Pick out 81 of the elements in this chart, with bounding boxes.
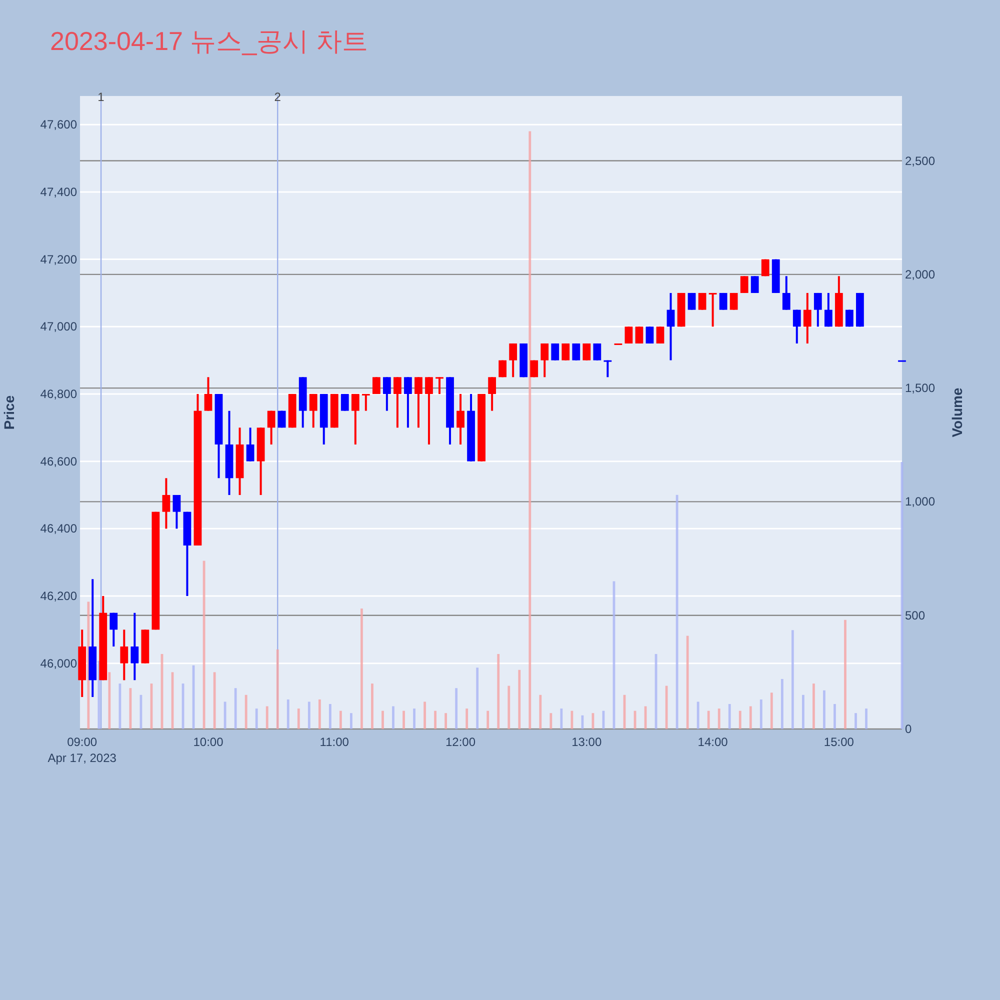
- x-tick-label: 15:00: [824, 735, 854, 749]
- bar: [728, 704, 731, 729]
- bar: [392, 706, 394, 729]
- bar: [318, 699, 321, 729]
- bar: [244, 694, 248, 729]
- bar: [382, 710, 384, 729]
- bar: [328, 704, 332, 729]
- bar: [276, 649, 279, 729]
- y2-tick-label: 1,500: [905, 381, 936, 396]
- bar: [424, 702, 426, 729]
- bar: [570, 710, 574, 729]
- bar: [286, 699, 290, 729]
- bar: [108, 672, 111, 729]
- bar: [402, 710, 405, 729]
- x-tick-label: 11:00: [320, 735, 350, 749]
- bar: [266, 706, 268, 729]
- bar: [812, 684, 815, 729]
- y-tick-label: 46,400: [40, 522, 78, 536]
- chart-title: 2023-04-17 뉴스_공시 차트: [50, 26, 368, 56]
- bar: [676, 494, 678, 729]
- bar: [844, 620, 846, 729]
- y-axis-title: Price: [1, 395, 17, 430]
- bar: [686, 636, 689, 729]
- bar: [413, 708, 416, 729]
- bar: [749, 706, 752, 729]
- bar: [560, 708, 563, 729]
- bar: [350, 713, 352, 729]
- bar: [297, 708, 300, 729]
- ref-line-label: 2: [274, 90, 282, 104]
- bar: [497, 654, 500, 729]
- x-tick-label: 09:00 Apr 17, 2023: [48, 735, 117, 765]
- bar: [760, 699, 762, 729]
- bar: [854, 713, 857, 729]
- bar: [780, 678, 784, 729]
- y-tick-label: 46,200: [40, 589, 78, 604]
- bar: [339, 710, 342, 729]
- y-tick-label: 46,600: [40, 454, 78, 468]
- x-tick-label: 12:00: [446, 735, 476, 749]
- bar: [466, 708, 468, 729]
- y2-axis-title: Volume: [949, 388, 965, 438]
- bar: [550, 713, 552, 729]
- x-tick-label: 14:00: [698, 735, 728, 749]
- bar: [308, 702, 310, 729]
- bar: [770, 692, 773, 729]
- bar: [255, 708, 258, 729]
- x-tick-label: 10:00: [193, 735, 224, 749]
- bar: [791, 630, 794, 729]
- bar: [434, 710, 436, 729]
- y2-tick-label: 2,500: [905, 154, 936, 168]
- x-tick-label: 13:00: [572, 735, 602, 749]
- bar: [696, 702, 700, 729]
- y-tick-label: 47,400: [40, 184, 78, 199]
- bar: [486, 710, 490, 729]
- bar: [718, 708, 720, 729]
- bar: [371, 684, 374, 729]
- bar: [834, 704, 836, 729]
- bar: [444, 713, 447, 729]
- bar: [518, 670, 521, 729]
- y2-tick-label: 1,000: [905, 494, 936, 509]
- y-tick-label: 47,000: [40, 320, 78, 334]
- bar: [707, 710, 710, 729]
- bar: [539, 694, 542, 729]
- bar: [234, 688, 237, 729]
- bar: [118, 684, 122, 729]
- y-tick-label: 46,000: [40, 656, 78, 670]
- bar: [455, 688, 458, 729]
- y-tick-label: 47,600: [40, 118, 78, 132]
- bar: [224, 702, 226, 729]
- bar: [865, 708, 868, 729]
- bar: [476, 668, 479, 729]
- y2-tick-label: 500: [905, 608, 926, 622]
- bar: [360, 608, 363, 729]
- y2-tick-label: 2,000: [905, 267, 936, 282]
- bar: [802, 694, 804, 729]
- bar: [823, 690, 826, 729]
- y-tick-label: 47,200: [40, 252, 78, 266]
- bar: [738, 710, 742, 729]
- y2-tick-label: 0: [905, 722, 912, 736]
- bar: [508, 686, 510, 729]
- ref-line-label: 1: [98, 90, 105, 104]
- y-tick-label: 46,800: [40, 386, 78, 401]
